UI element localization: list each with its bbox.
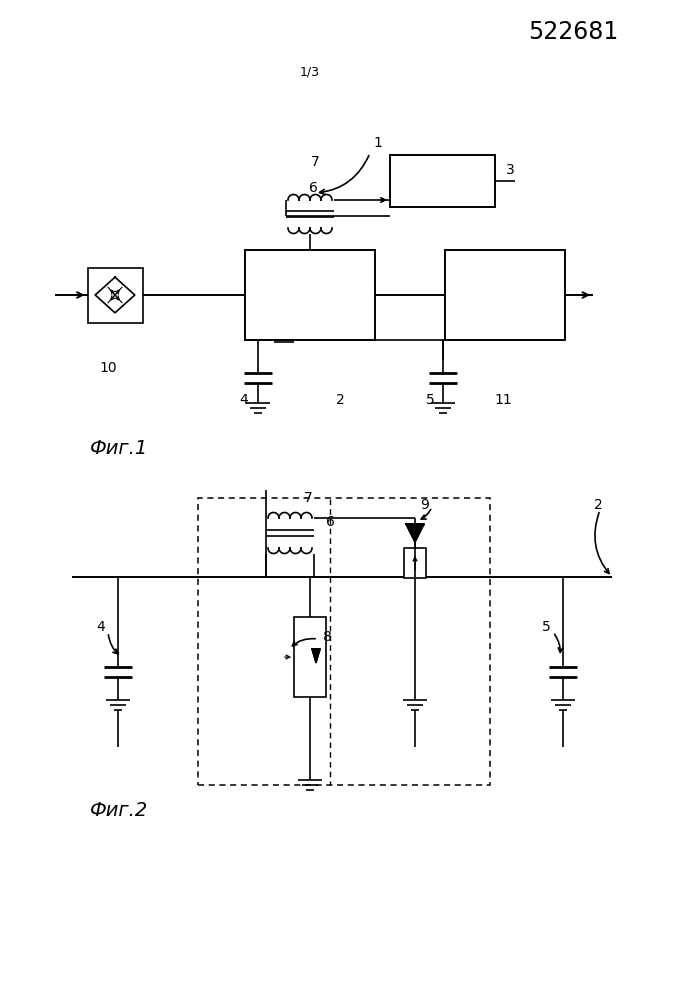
Text: 3: 3 (505, 163, 514, 177)
Text: 8: 8 (323, 630, 331, 644)
Text: 2: 2 (335, 393, 344, 407)
Text: 9: 9 (421, 498, 429, 512)
Text: Фиг.2: Фиг.2 (90, 800, 148, 819)
Text: 11: 11 (494, 393, 512, 407)
Text: 2: 2 (594, 498, 603, 512)
Text: 4: 4 (239, 393, 248, 407)
Text: 6: 6 (326, 515, 335, 529)
Text: 522681: 522681 (528, 20, 618, 44)
Bar (294, 617, 326, 697)
Text: 7: 7 (311, 155, 319, 169)
Text: 6: 6 (309, 181, 317, 195)
Bar (245, 250, 375, 340)
Text: Фиг.1: Фиг.1 (90, 439, 148, 458)
Text: 1/3: 1/3 (300, 66, 320, 79)
Bar (404, 548, 426, 578)
Bar (198, 498, 490, 785)
Polygon shape (406, 524, 424, 542)
Polygon shape (312, 649, 320, 662)
Bar (390, 155, 495, 207)
Text: 4: 4 (97, 620, 106, 634)
Text: 7: 7 (304, 491, 312, 505)
Text: 1: 1 (374, 136, 382, 150)
Text: 10: 10 (99, 361, 117, 375)
Bar (88, 268, 143, 323)
Bar (445, 250, 565, 340)
Text: 5: 5 (426, 393, 435, 407)
Text: 5: 5 (542, 620, 550, 634)
